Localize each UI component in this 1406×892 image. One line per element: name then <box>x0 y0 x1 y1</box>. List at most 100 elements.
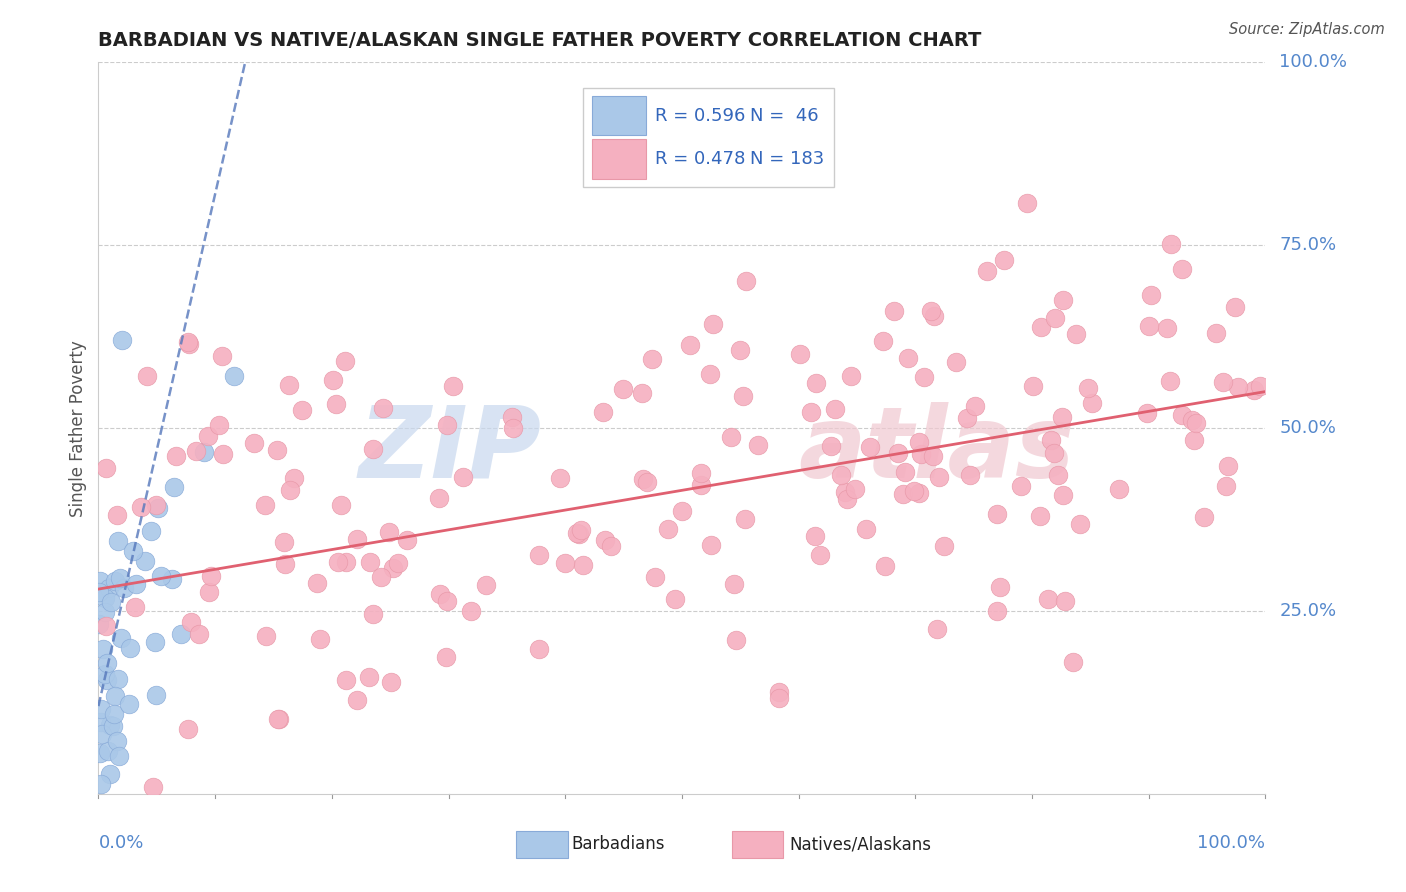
Point <box>993 253 1015 268</box>
Text: R = 0.478: R = 0.478 <box>655 150 745 168</box>
Point <box>224 368 246 383</box>
Point <box>91 727 114 741</box>
Point <box>986 604 1008 618</box>
Point <box>100 595 122 609</box>
Point <box>1053 593 1076 607</box>
Point <box>988 580 1011 594</box>
Text: 75.0%: 75.0% <box>1279 236 1337 254</box>
Point <box>912 370 935 384</box>
Point <box>1205 326 1227 340</box>
Point <box>568 527 591 541</box>
Point <box>644 570 666 584</box>
Point <box>165 449 187 463</box>
Point <box>326 556 349 570</box>
Point <box>804 376 827 391</box>
Point <box>193 444 215 458</box>
Point <box>200 569 222 583</box>
Point <box>121 544 143 558</box>
Point <box>267 712 290 726</box>
Point <box>839 369 862 384</box>
Point <box>976 264 998 278</box>
Point <box>112 581 135 595</box>
Point <box>820 438 842 452</box>
Point <box>1159 374 1181 388</box>
Point <box>897 351 920 365</box>
Point <box>129 500 152 514</box>
Text: atlas: atlas <box>799 401 1076 499</box>
Text: 100.0%: 100.0% <box>1198 834 1265 852</box>
Point <box>554 557 576 571</box>
Point <box>768 685 790 699</box>
Point <box>932 540 955 554</box>
Point <box>103 706 125 721</box>
Point <box>94 667 117 681</box>
Point <box>883 304 905 318</box>
Point <box>177 723 200 737</box>
Point <box>177 337 200 351</box>
Point <box>986 507 1008 521</box>
Point <box>731 388 754 402</box>
Point <box>631 472 654 486</box>
Point <box>107 672 129 686</box>
Text: Source: ZipAtlas.com: Source: ZipAtlas.com <box>1229 22 1385 37</box>
Point <box>96 656 118 670</box>
Point <box>180 615 202 629</box>
Point <box>724 633 747 648</box>
Point <box>830 468 852 483</box>
Point <box>1223 301 1246 315</box>
Point <box>188 626 211 640</box>
Point <box>959 467 981 482</box>
Point <box>1081 395 1104 409</box>
Point <box>110 631 132 645</box>
Point <box>527 548 550 562</box>
Point <box>429 491 451 505</box>
Point <box>1156 321 1178 335</box>
Point <box>664 592 686 607</box>
Point <box>859 441 882 455</box>
Point <box>855 522 877 536</box>
Point <box>1136 406 1159 420</box>
Point <box>357 670 380 684</box>
Point <box>256 630 278 644</box>
Point <box>90 701 112 715</box>
Point <box>1050 410 1073 425</box>
Y-axis label: Single Father Poverty: Single Father Poverty <box>69 340 87 516</box>
Point <box>1108 482 1130 496</box>
Point <box>679 337 702 351</box>
Point <box>429 587 451 601</box>
Point <box>636 475 658 490</box>
Point <box>325 397 347 411</box>
Point <box>110 571 132 585</box>
Point <box>460 604 482 618</box>
Point <box>146 500 169 515</box>
Point <box>330 498 353 512</box>
Text: N = 183: N = 183 <box>749 150 824 168</box>
Text: 25.0%: 25.0% <box>1279 602 1337 620</box>
Point <box>1192 510 1215 524</box>
Point <box>700 538 723 552</box>
Point <box>335 555 357 569</box>
Point <box>211 349 233 363</box>
Point <box>956 410 979 425</box>
Point <box>1226 380 1249 394</box>
Point <box>1010 478 1032 492</box>
Point <box>747 438 769 452</box>
Point <box>728 343 751 358</box>
Text: ZIP: ZIP <box>359 401 541 499</box>
Point <box>143 635 166 649</box>
Point <box>925 623 948 637</box>
Point <box>346 532 368 546</box>
Point <box>93 605 115 619</box>
Point <box>370 569 392 583</box>
Point <box>89 747 111 761</box>
Point <box>395 533 418 547</box>
Point <box>208 417 231 432</box>
Point <box>699 368 721 382</box>
Point <box>94 619 117 633</box>
Point <box>104 574 127 589</box>
Point <box>1031 320 1053 334</box>
Point <box>346 693 368 707</box>
Point <box>502 421 524 435</box>
FancyBboxPatch shape <box>582 88 834 186</box>
Point <box>359 555 381 569</box>
